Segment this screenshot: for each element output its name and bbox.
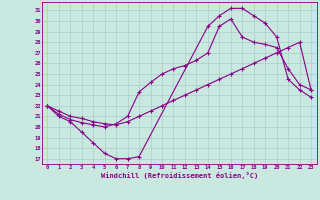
X-axis label: Windchill (Refroidissement éolien,°C): Windchill (Refroidissement éolien,°C) [100,172,258,179]
